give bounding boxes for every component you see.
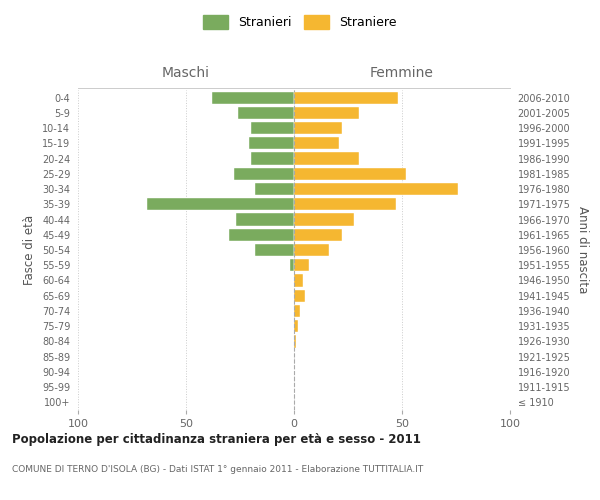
Bar [294, 168, 406, 180]
Bar [294, 274, 302, 286]
Bar [248, 137, 294, 149]
Bar [212, 92, 294, 104]
Bar [294, 244, 329, 256]
Bar [236, 214, 294, 226]
Text: COMUNE DI TERNO D'ISOLA (BG) - Dati ISTAT 1° gennaio 2011 - Elaborazione TUTTITA: COMUNE DI TERNO D'ISOLA (BG) - Dati ISTA… [12, 466, 423, 474]
Bar [294, 259, 309, 272]
Bar [294, 214, 355, 226]
Text: Femmine: Femmine [370, 66, 434, 80]
Text: Maschi: Maschi [162, 66, 210, 80]
Bar [294, 336, 296, 347]
Bar [294, 183, 458, 195]
Legend: Stranieri, Straniere: Stranieri, Straniere [199, 11, 401, 33]
Bar [294, 228, 341, 241]
Bar [294, 305, 301, 317]
Bar [255, 244, 294, 256]
Bar [294, 137, 340, 149]
Y-axis label: Anni di nascita: Anni di nascita [576, 206, 589, 294]
Bar [238, 107, 294, 119]
Bar [255, 183, 294, 195]
Bar [294, 320, 298, 332]
Bar [294, 152, 359, 164]
Y-axis label: Fasce di età: Fasce di età [23, 215, 37, 285]
Bar [233, 168, 294, 180]
Bar [294, 107, 359, 119]
Bar [147, 198, 294, 210]
Bar [251, 152, 294, 164]
Bar [251, 122, 294, 134]
Bar [294, 198, 395, 210]
Bar [294, 122, 341, 134]
Bar [229, 228, 294, 241]
Bar [290, 259, 294, 272]
Bar [294, 92, 398, 104]
Bar [294, 290, 305, 302]
Text: Popolazione per cittadinanza straniera per età e sesso - 2011: Popolazione per cittadinanza straniera p… [12, 432, 421, 446]
